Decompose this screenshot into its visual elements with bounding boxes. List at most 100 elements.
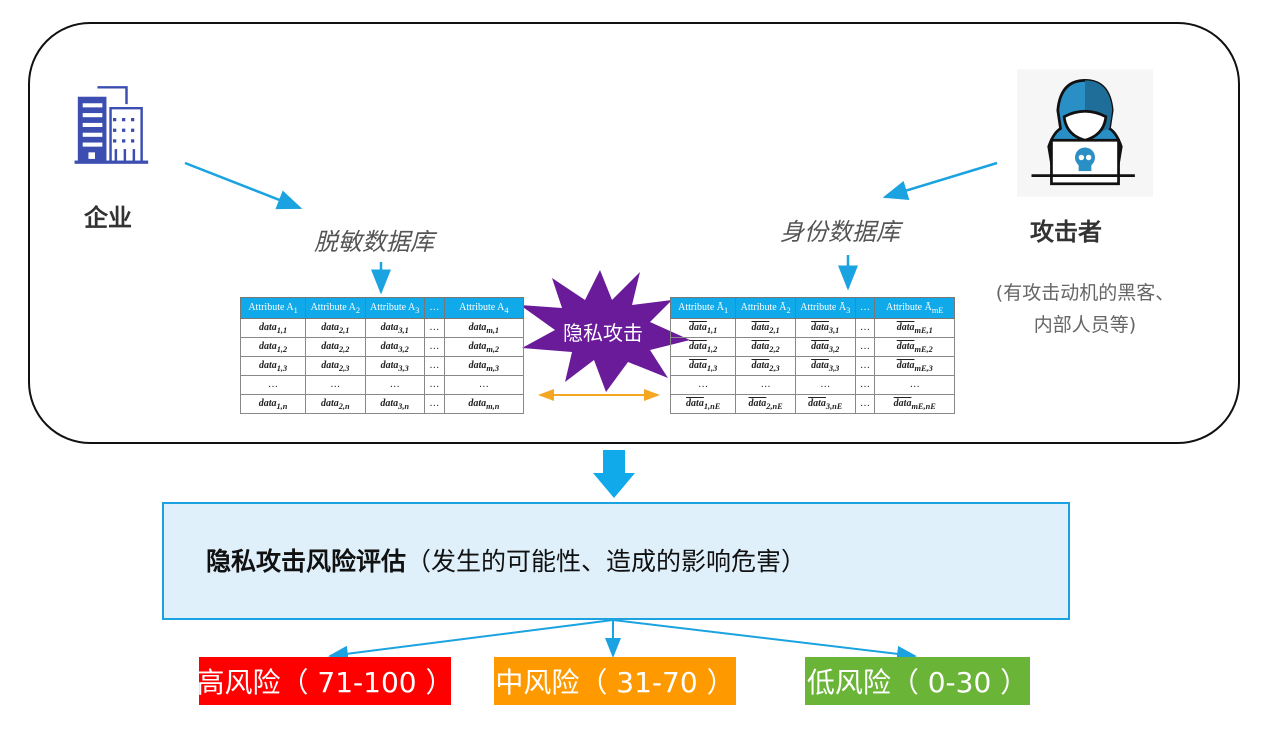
cell-text: data: [321, 359, 339, 371]
cell-text: data: [320, 397, 339, 409]
column-header: Attribute Ā3: [794, 297, 856, 319]
cell-subscript: mE,nE: [911, 401, 936, 411]
cell-text: …: [860, 359, 870, 371]
table-cell: data2,3: [735, 356, 796, 376]
header-subscript: 2: [786, 305, 791, 315]
cell-text: data: [380, 397, 399, 409]
header-text: Attribute Ā: [886, 301, 932, 313]
cell-subscript: 2,3: [338, 363, 350, 373]
cell-text: …: [429, 378, 440, 390]
identity-data-table: Attribute Ā1 Attribute Ā2 Attribute Ā3… Att…: [669, 297, 955, 414]
table-row: data1,n data2,n data3,n… datam,n: [239, 394, 525, 414]
cell-text: data: [751, 321, 770, 333]
cell-text: data: [258, 397, 277, 409]
cell-text: data: [896, 321, 915, 333]
cell-text: data: [258, 321, 277, 333]
column-header: Attribute A4: [443, 297, 525, 319]
header-text: …: [429, 301, 440, 313]
header-text: Attribute Ā: [800, 301, 847, 313]
cell-subscript: 3,3: [828, 363, 840, 373]
header-text: Attribute Ā: [678, 301, 724, 313]
table-cell: data2,2: [305, 337, 366, 357]
table-cell: …: [443, 375, 525, 395]
header-subscript: 3: [415, 305, 420, 315]
cell-text: …: [478, 378, 489, 390]
table-cell: datamE,nE: [874, 394, 955, 414]
cell-subscript: 3,n: [398, 401, 410, 411]
cell-text: data: [689, 340, 707, 352]
cell-text: data: [468, 340, 487, 352]
table-cell: data3,nE: [794, 394, 856, 414]
table-cell: …: [735, 375, 796, 395]
cell-subscript: 2,n: [338, 401, 350, 411]
table-row: data1,nE data2,nE data3,nE… datamE,nE: [669, 394, 955, 414]
cell-subscript: mE,1: [914, 325, 933, 335]
big-down-arrow: [593, 450, 635, 498]
header-subscript: 4: [504, 305, 509, 315]
left-db-title: 脱敏数据库: [314, 228, 434, 256]
cell-text: …: [268, 378, 279, 390]
cell-subscript: 2,1: [769, 325, 780, 335]
table-cell: data2,1: [735, 318, 796, 338]
cell-text: data: [258, 340, 277, 352]
table-cell: data1,1: [239, 318, 307, 338]
cell-text: …: [389, 378, 400, 390]
table-row: … … … … …: [239, 375, 525, 395]
table-cell: …: [794, 375, 856, 395]
table-row: data1,1 data2,1 data3,1… datam,1: [239, 318, 525, 338]
table-cell: …: [364, 375, 425, 395]
table-cell: data2,nE: [735, 394, 796, 414]
cell-subscript: 3,2: [398, 344, 409, 354]
cell-text: data: [689, 321, 707, 333]
cell-text: data: [811, 321, 829, 333]
cell-text: data: [380, 359, 399, 371]
table-cell: …: [305, 375, 366, 395]
cell-subscript: 3,1: [828, 325, 840, 335]
cell-text: …: [820, 378, 831, 390]
cell-subscript: m,2: [486, 344, 500, 354]
low-risk-badge: 低风险（ 0-30 ）: [805, 657, 1030, 705]
cell-subscript: 1,3: [276, 363, 288, 373]
cell-text: data: [811, 340, 829, 352]
anonymized-data-table: Attribute A1 Attribute A2 Attribute A3… Att…: [239, 297, 525, 414]
table-row: data1,3 data2,3 data3,3… datamE,3: [669, 356, 955, 376]
table-cell: data1,2: [239, 337, 307, 357]
to-low-risk-arrow: [612, 619, 917, 662]
cell-text: data: [748, 397, 767, 409]
table-cell: …: [854, 337, 876, 357]
table-cell: …: [854, 318, 876, 338]
table-cell: data3,2: [364, 337, 425, 357]
header-subscript: 3: [846, 305, 851, 315]
column-header: Attribute A2: [305, 297, 366, 319]
scenario-frame: [28, 22, 1240, 444]
column-header: Attribute Ā1: [669, 297, 737, 319]
table-cell: data1,nE: [669, 394, 737, 414]
cell-text: …: [698, 378, 709, 390]
header-text: Attribute A: [459, 301, 505, 313]
attack-label: 隐私攻击: [563, 321, 643, 345]
cell-text: data: [468, 359, 487, 371]
cell-subscript: 3,3: [398, 363, 409, 373]
table-cell: data1,3: [669, 356, 737, 376]
cell-text: data: [321, 340, 339, 352]
cell-subscript: m,3: [486, 363, 500, 373]
cell-text: …: [429, 359, 440, 371]
cell-text: …: [429, 340, 440, 352]
table-cell: …: [423, 337, 445, 357]
cell-subscript: 2,nE: [766, 401, 783, 411]
table-cell: data2,3: [305, 356, 366, 376]
building-icon: [74, 86, 149, 164]
table-cell: datamE,1: [874, 318, 955, 338]
table-row: data1,3 data2,3 data3,3… datam,3: [239, 356, 525, 376]
table-cell: data3,2: [794, 337, 856, 357]
table-row: data1,1 data2,1 data3,1… datamE,1: [669, 318, 955, 338]
attacker-to-db-arrow: [882, 161, 998, 201]
cell-text: …: [429, 397, 440, 409]
cell-subscript: 3,2: [828, 344, 840, 354]
header-text: Attribute A: [310, 301, 356, 313]
cell-subscript: 2,3: [769, 363, 780, 373]
table-cell: data3,n: [364, 394, 425, 414]
to-high-risk-arrow: [328, 619, 614, 662]
cell-text: data: [808, 397, 826, 409]
